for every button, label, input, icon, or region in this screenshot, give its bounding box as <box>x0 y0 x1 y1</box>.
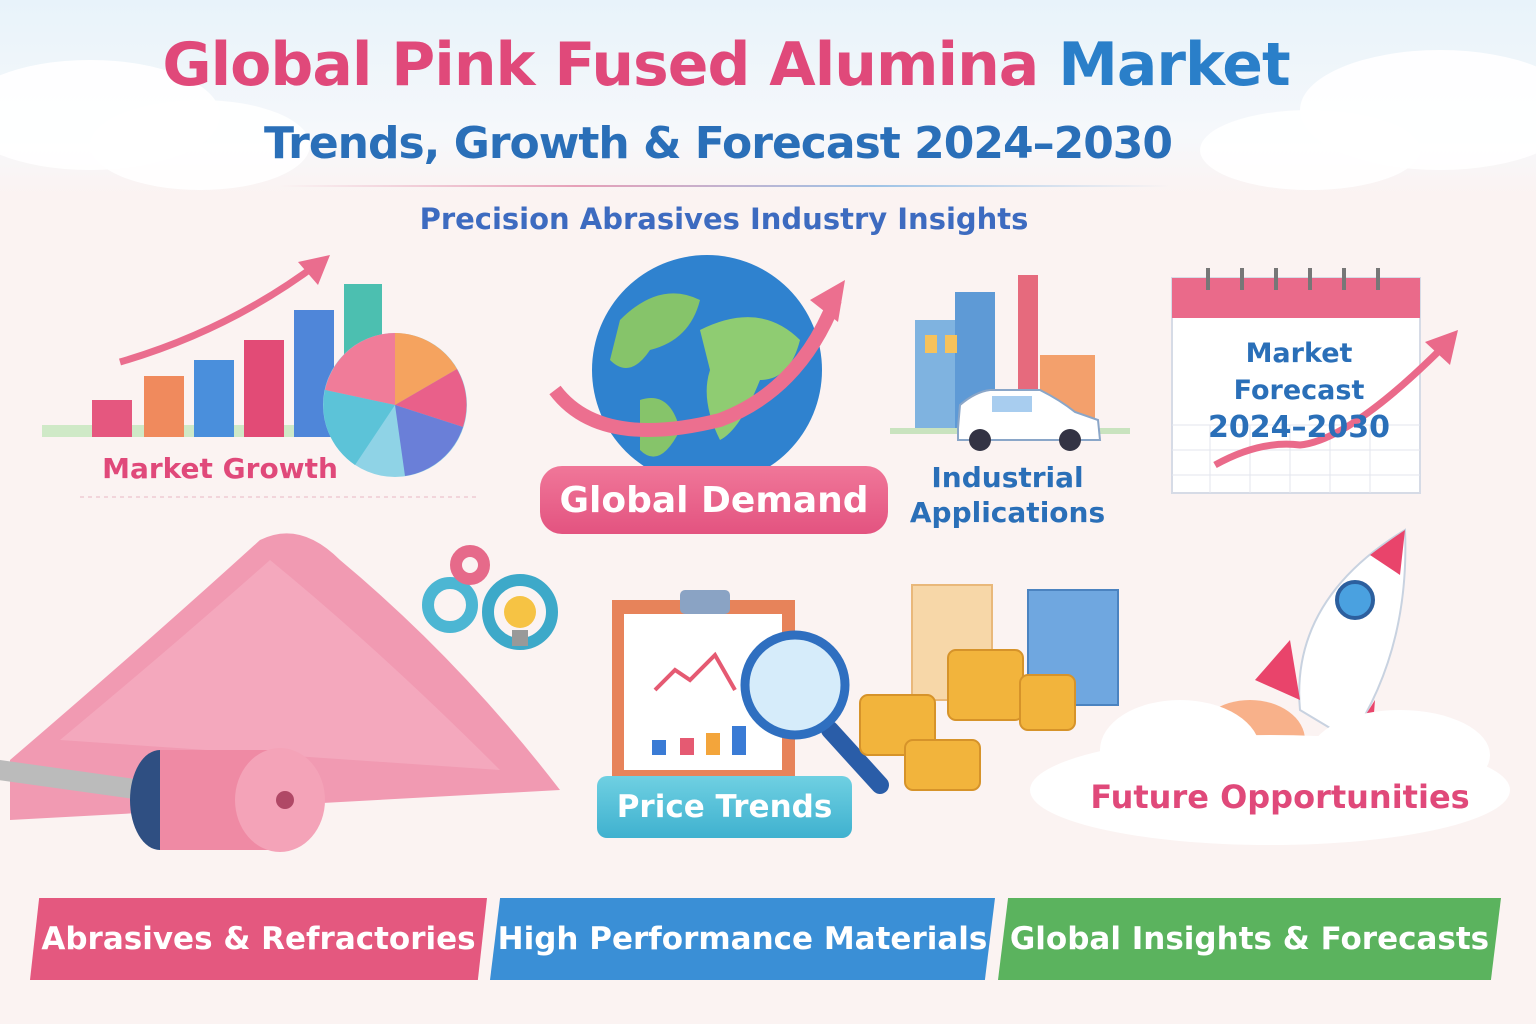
banner-abrasives-refractories: Abrasives & Refractories <box>30 898 487 980</box>
market-forecast-label: Market Forecast 2024–2030 <box>1176 335 1422 446</box>
title-part2: Market <box>1058 30 1290 100</box>
page-subtitle: Trends, Growth & Forecast 2024–2030 <box>263 118 1173 169</box>
banner-high-performance-materials: High Performance Materials <box>490 898 995 980</box>
global-demand-badge: Global Demand <box>540 466 888 534</box>
grinding-wheel-icon <box>0 748 325 852</box>
car-icon <box>957 389 1102 451</box>
globe-icon <box>549 255 845 485</box>
calendar-icon <box>1171 268 1458 494</box>
market-growth-label: Market Growth <box>102 452 338 485</box>
label-line: Applications <box>909 496 1106 529</box>
gear-icon <box>422 545 558 650</box>
page-title: Global Pink Fused Alumina Market <box>0 30 1452 100</box>
cloud-icon <box>1030 700 1510 845</box>
cloud <box>90 100 310 190</box>
future-opportunities-label: Future Opportunities <box>1090 778 1470 816</box>
industrial-applications-label: Industrial Applications <box>900 460 1115 530</box>
magnifying-glass-icon <box>740 630 889 794</box>
price-trends-badge: Price Trends <box>597 776 852 838</box>
banner-global-insights-forecasts: Global Insights & Forecasts <box>998 898 1501 980</box>
label-line: Industrial <box>931 461 1084 494</box>
divider <box>280 185 1170 187</box>
label-line: 2024–2030 <box>1208 410 1390 445</box>
coins-icon <box>859 584 1119 791</box>
title-part1: Global Pink Fused Alumina <box>162 30 1039 100</box>
tagline: Precision Abrasives Industry Insights <box>419 202 1029 236</box>
pie-chart-icon <box>323 333 467 477</box>
pink-alumina-pile <box>10 533 560 820</box>
lightbulb-icon <box>504 596 536 646</box>
cloud <box>1200 110 1420 190</box>
label-line: Market Forecast <box>1233 338 1365 406</box>
